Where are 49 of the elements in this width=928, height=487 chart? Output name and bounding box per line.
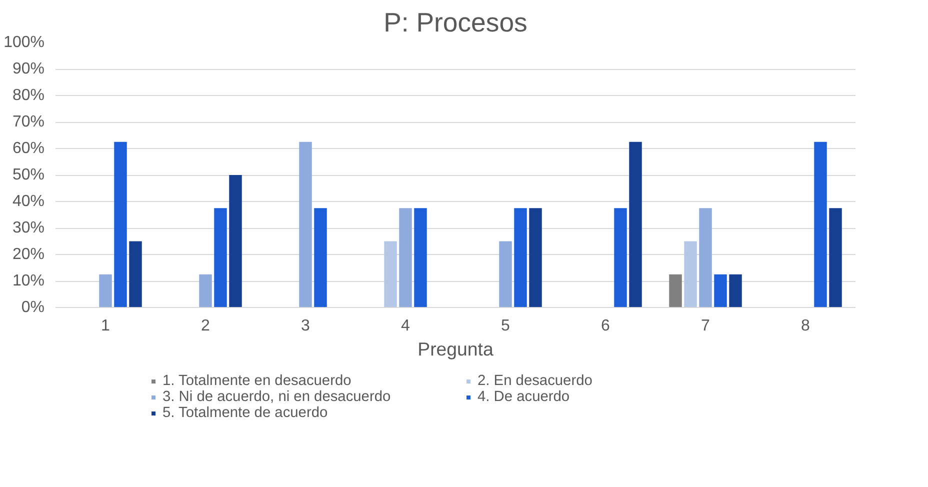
bar (129, 241, 142, 308)
bar (414, 208, 427, 308)
bar (684, 241, 697, 308)
y-tick-label: 0% (21, 299, 44, 316)
y-tick-label: 60% (12, 140, 45, 157)
bar (229, 175, 242, 308)
bar (729, 274, 742, 308)
chart-title: P: Procesos (384, 8, 528, 38)
legend-label: 1. Totalmente en desacuerdo (162, 373, 352, 389)
x-tick-label: 4 (401, 318, 410, 334)
x-axis-title: Pregunta (418, 338, 494, 360)
bar (99, 274, 112, 308)
bar (199, 274, 212, 308)
bar (699, 208, 712, 308)
y-tick-label: 100% (4, 34, 44, 51)
bar (629, 142, 642, 308)
y-tick-label: 30% (12, 220, 45, 236)
x-tick-label: 5 (501, 318, 510, 334)
x-tick-label: 6 (601, 318, 610, 334)
bar (514, 208, 527, 308)
legend-label: 2. En desacuerdo (478, 373, 594, 389)
bar (399, 208, 412, 308)
bar (114, 142, 127, 308)
y-tick-label: 90% (12, 60, 45, 78)
y-tick-label: 50% (12, 166, 45, 184)
bar (529, 208, 542, 308)
bar (299, 142, 312, 308)
y-tick-label: 80% (12, 87, 45, 104)
bar (669, 274, 682, 308)
bar (384, 241, 397, 308)
bar (814, 142, 827, 308)
x-tick-label: 2 (201, 318, 210, 334)
y-tick-label: 10% (12, 272, 45, 290)
bar (499, 241, 512, 308)
bar (314, 208, 327, 308)
bar (614, 208, 627, 308)
bar (829, 208, 842, 308)
bar (214, 208, 227, 308)
x-tick-label: 8 (801, 318, 810, 334)
x-tick-label: 1 (101, 318, 110, 334)
y-tick-label: 40% (12, 193, 45, 210)
x-tick-label: 3 (301, 318, 310, 334)
y-tick-label: 70% (12, 114, 45, 130)
y-tick-label: 20% (12, 246, 45, 263)
legend-label: 5. Totalmente de acuerdo (162, 405, 329, 421)
x-tick-label: 7 (701, 318, 710, 334)
legend-label: 3. Ni de acuerdo, ni en desacuerdo (162, 389, 392, 405)
legend-label: 4. De acuerdo (478, 389, 571, 405)
bar (714, 274, 727, 308)
